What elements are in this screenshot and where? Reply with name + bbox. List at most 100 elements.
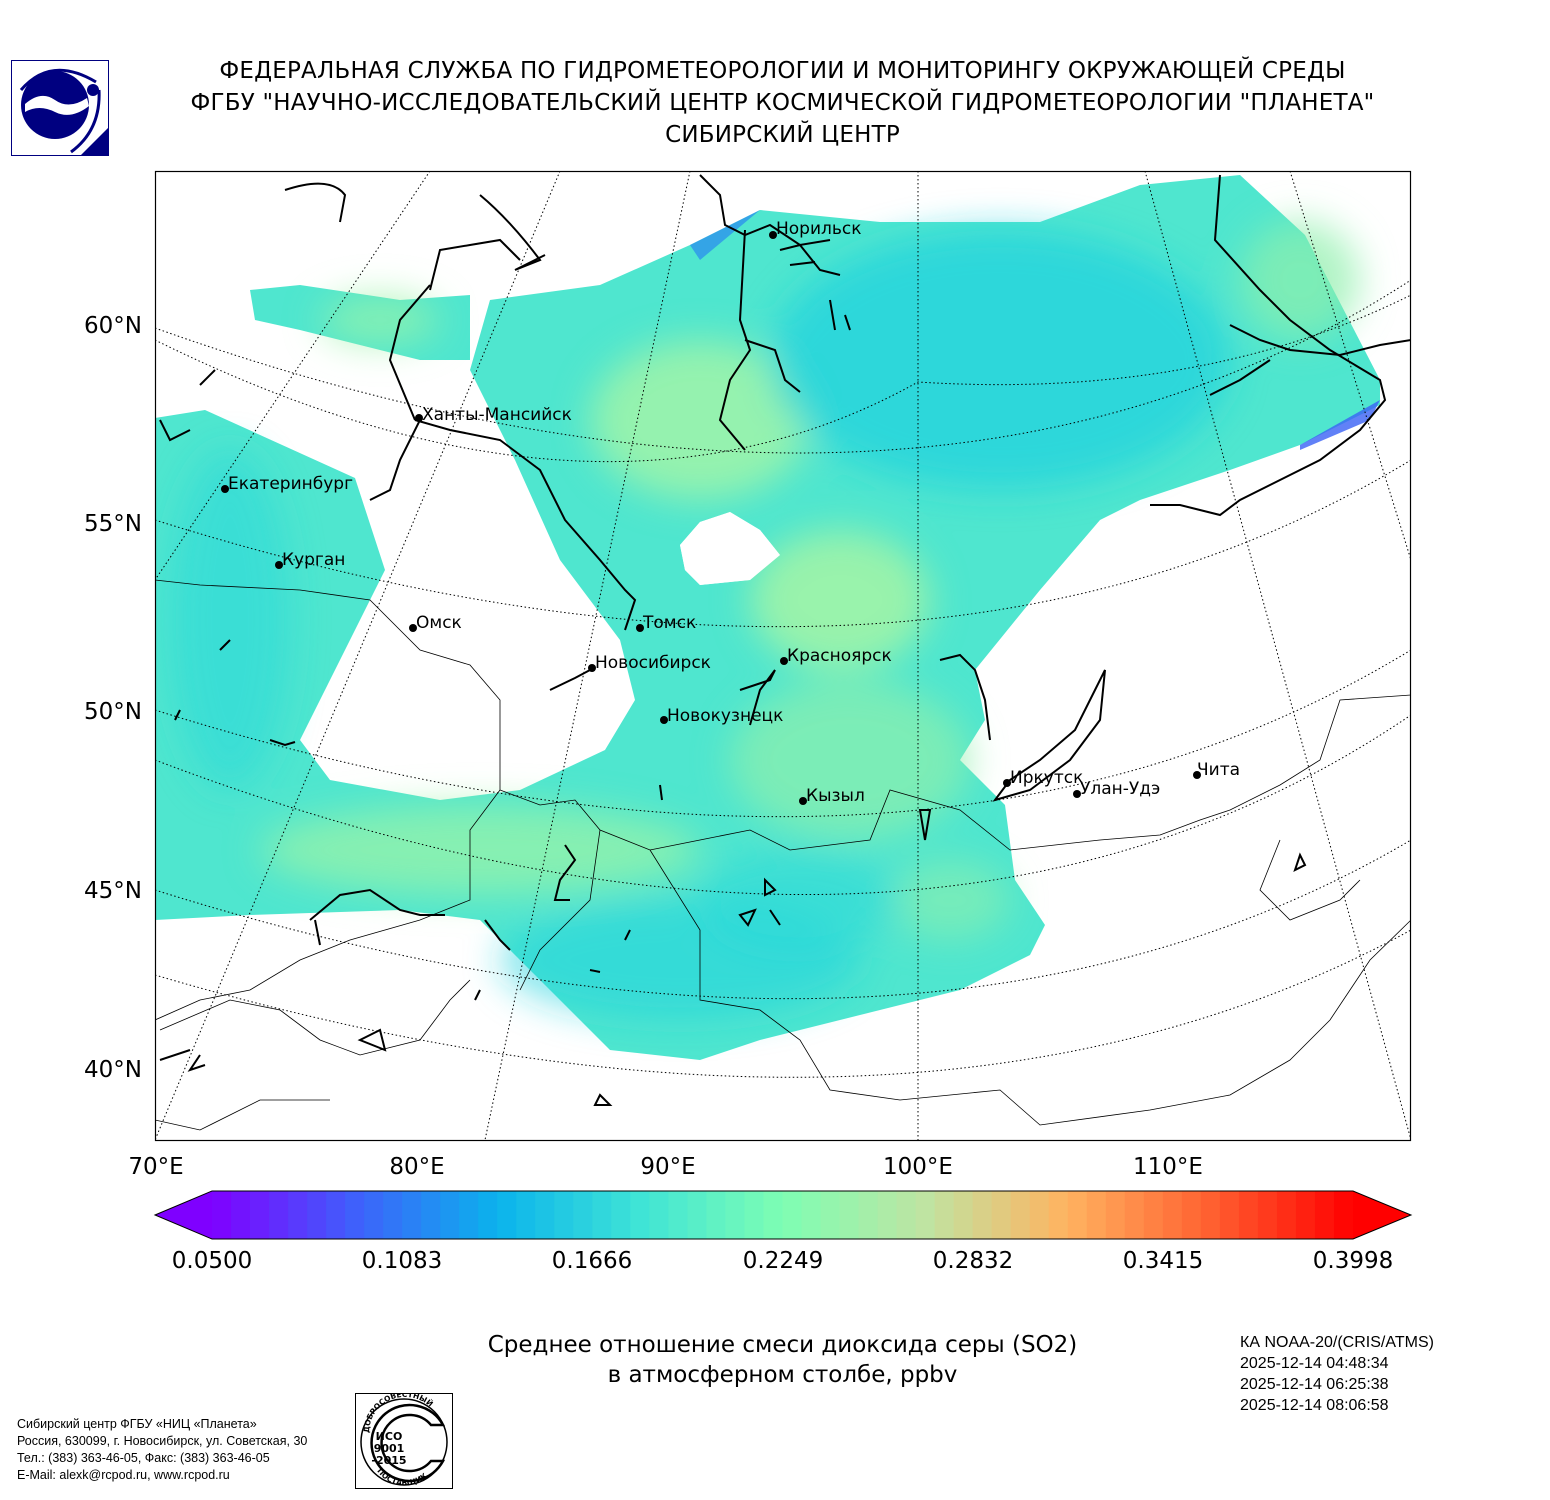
- city-label: Томск: [642, 613, 696, 633]
- colorbar-segment: [744, 1191, 765, 1239]
- colorbar-segment: [915, 1191, 936, 1239]
- contact-line-2: Россия, 630099, г. Новосибирск, ул. Сове…: [17, 1434, 308, 1448]
- colorbar-segment: [782, 1191, 803, 1239]
- colorbar-segment: [1124, 1191, 1145, 1239]
- borders: [155, 579, 1411, 1131]
- lon-label: 90°E: [640, 1154, 695, 1180]
- colorbar-segment: [554, 1191, 574, 1239]
- colorbar-segment: [991, 1191, 1012, 1239]
- colorbar-segment: [725, 1191, 746, 1239]
- city-dot-ekaterinburg: [221, 485, 229, 493]
- colorbar-segment: [1200, 1191, 1221, 1239]
- colorbar-segment: [820, 1191, 841, 1239]
- colorbar-tick-label: 0.3998: [1313, 1248, 1393, 1274]
- city-label: Новокузнецк: [667, 706, 783, 726]
- colorbar-extend-min: [155, 1191, 212, 1239]
- colorbar-tick-label: 0.1083: [362, 1248, 442, 1274]
- colorbar: [153, 1190, 1413, 1240]
- colorbar-segment: [573, 1191, 593, 1239]
- colorbar-segment: [592, 1191, 612, 1239]
- city-markers: [221, 231, 1201, 805]
- colorbar-segment: [231, 1191, 251, 1239]
- iso-number: 9001: [374, 1442, 405, 1455]
- city-dot-tomsk: [636, 624, 644, 632]
- lon-label: 110°E: [1133, 1154, 1203, 1180]
- iso-year: -2015: [371, 1454, 406, 1467]
- colorbar-segment: [1333, 1191, 1354, 1239]
- city-label: Омск: [416, 613, 462, 633]
- colorbar-segment: [516, 1191, 536, 1239]
- colorbar-segment: [459, 1191, 479, 1239]
- colorbar-segment: [345, 1191, 365, 1239]
- chart-title-line-1: Среднее отношение смеси диоксида серы (S…: [487, 1332, 1078, 1358]
- city-dot-ulan-ude: [1073, 790, 1081, 798]
- lat-label: 40°N: [84, 1057, 142, 1083]
- city-labels: Норильск Ханты-Мансийск Екатеринбург Кур…: [228, 219, 1240, 806]
- city-dot-omsk: [409, 624, 417, 632]
- colorbar-segment: [364, 1191, 384, 1239]
- colorbar-extend-max: [1353, 1191, 1411, 1239]
- graticule: [155, 171, 1411, 1141]
- contact-line-4: E-Mail: alexk@rcpod.ru, www.rcpod.ru: [17, 1468, 230, 1482]
- colorbar-segment: [1086, 1191, 1107, 1239]
- lat-label: 45°N: [84, 878, 142, 904]
- city-label: Иркутск: [1010, 768, 1083, 788]
- colorbar-segment: [1276, 1191, 1297, 1239]
- city-label: Екатеринбург: [228, 474, 353, 494]
- colorbar-segment: [402, 1191, 422, 1239]
- iso-label: ИСО: [376, 1430, 403, 1443]
- colorbar-segment: [1219, 1191, 1240, 1239]
- city-label: Улан-Удэ: [1080, 779, 1160, 799]
- header-line-3: СИБИРСКИЙ ЦЕНТР: [665, 122, 900, 148]
- colorbar-tick-label: 0.1666: [552, 1248, 632, 1274]
- colorbar-segment: [972, 1191, 993, 1239]
- iso-badge-icon: ДОБРОСОВЕСТНЫЙ ПОСТАВЩИК ИСО 9001 -2015: [355, 1393, 453, 1489]
- colorbar-segment: [1067, 1191, 1088, 1239]
- lon-label: 70°E: [128, 1154, 183, 1180]
- map-border: [154, 170, 1412, 1142]
- lat-label: 50°N: [84, 699, 142, 725]
- colorbar-segment: [1181, 1191, 1202, 1239]
- colorbar-segment: [1010, 1191, 1031, 1239]
- colorbar-segment: [1257, 1191, 1278, 1239]
- colorbar-segment: [1143, 1191, 1164, 1239]
- colorbar-segment: [687, 1191, 708, 1239]
- rivers-coast: [159, 174, 1411, 1106]
- colorbar-segment: [440, 1191, 460, 1239]
- colorbar-segment: [706, 1191, 727, 1239]
- city-label: Кызыл: [806, 786, 865, 806]
- colorbar-segment: [668, 1191, 689, 1239]
- colorbar-segment: [307, 1191, 327, 1239]
- colorbar-segment: [535, 1191, 555, 1239]
- city-dot-krasnoyarsk: [780, 657, 788, 665]
- colorbar-segment: [630, 1191, 650, 1239]
- colorbar-segment: [934, 1191, 955, 1239]
- colorbar-segment: [250, 1191, 270, 1239]
- colorbar-segment: [763, 1191, 784, 1239]
- colorbar-segment: [1314, 1191, 1335, 1239]
- lon-label: 80°E: [389, 1154, 444, 1180]
- colorbar-segment: [1162, 1191, 1183, 1239]
- header-line-2: ФГБУ "НАУЧНО-ИССЛЕДОВАТЕЛЬСКИЙ ЦЕНТР КОС…: [190, 90, 1375, 116]
- pass-time: 2025-12-14 08:06:58: [1240, 1397, 1389, 1414]
- colorbar-segment: [1029, 1191, 1050, 1239]
- colorbar-segment: [858, 1191, 879, 1239]
- colorbar-segment: [611, 1191, 631, 1239]
- colorbar-outline: [153, 1190, 1413, 1240]
- colorbar-segment: [326, 1191, 346, 1239]
- colorbar-tick-label: 0.0500: [172, 1248, 252, 1274]
- planeta-logo-icon: [11, 60, 109, 156]
- city-dot-norilsk: [769, 231, 777, 239]
- colorbar-tick-label: 0.2249: [743, 1248, 823, 1274]
- colorbar-segment: [383, 1191, 403, 1239]
- so2-field: [155, 175, 1380, 1060]
- colorbar-segment: [896, 1191, 917, 1239]
- colorbar-segment: [801, 1191, 822, 1239]
- header-line-1: ФЕДЕРАЛЬНАЯ СЛУЖБА ПО ГИДРОМЕТЕОРОЛОГИИ …: [219, 58, 1346, 84]
- colorbar-segment: [288, 1191, 308, 1239]
- city-dot-kurgan: [275, 561, 283, 569]
- city-label: Красноярск: [787, 646, 892, 666]
- colorbar-tick-label: 0.3415: [1123, 1248, 1203, 1274]
- contact-line-1: Сибирский центр ФГБУ «НИЦ «Планета»: [17, 1417, 257, 1431]
